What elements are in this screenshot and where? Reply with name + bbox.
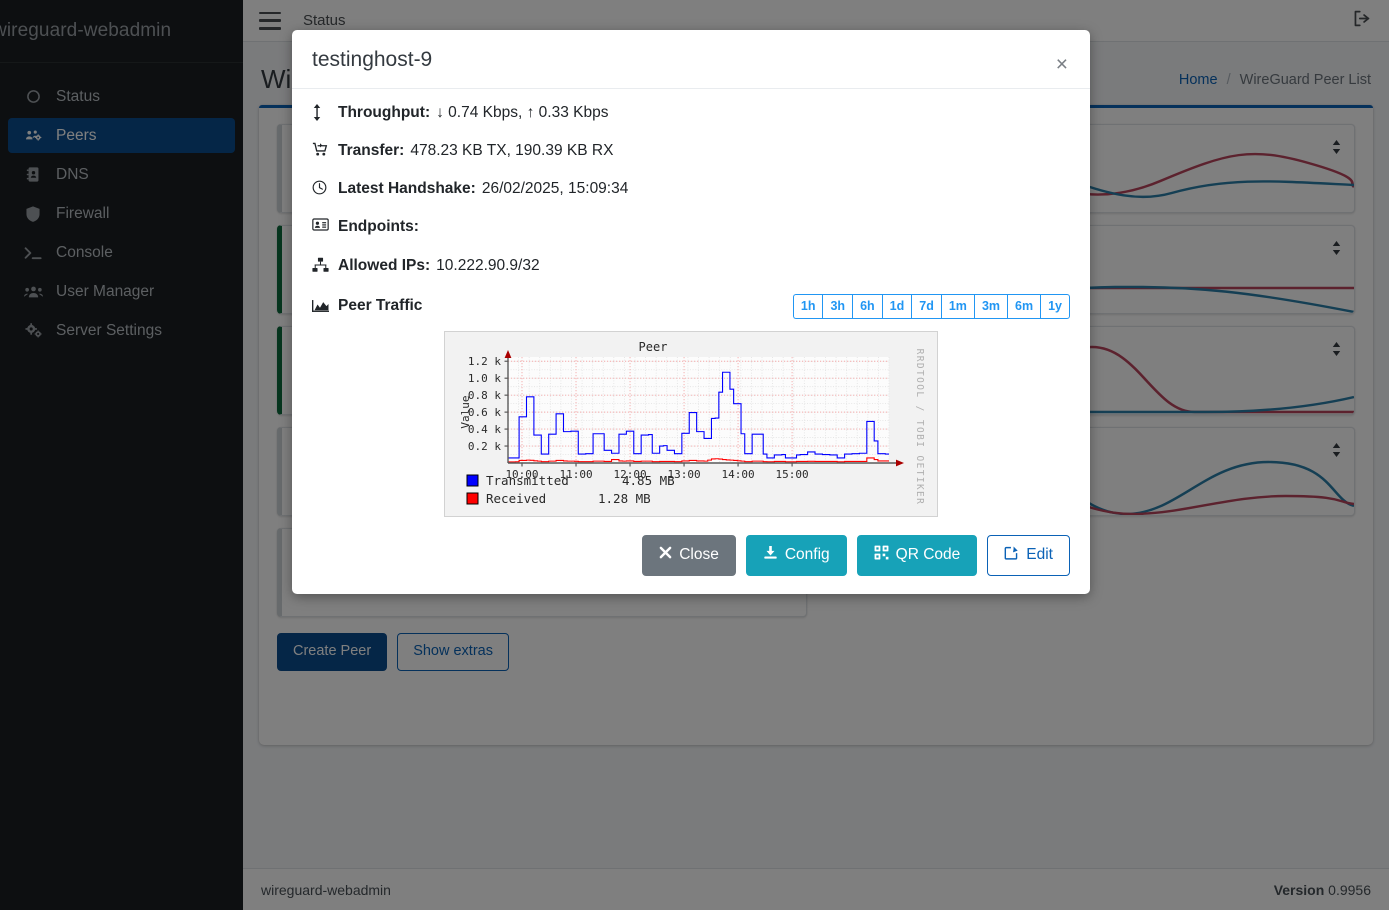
- chart-y-tick-label: 1.2 k: [468, 355, 501, 368]
- throughput-up-value: 0.33 Kbps: [538, 104, 609, 121]
- rrd-chart-svg: 0.2 k 0.4 k 0.6 k 0.8 k 1.0 k 1.2 k 10:00 11:0…: [445, 331, 937, 516]
- info-row-transfer: Transfer: 478.23 KB TX, 190.39 KB RX: [312, 141, 1070, 161]
- close-button-label: Close: [679, 546, 719, 564]
- info-row-throughput: Throughput: ↓ 0.74 Kbps, ↑ 0.33 Kbps: [312, 103, 1070, 123]
- id-card-icon: [312, 218, 332, 232]
- chart-y-tick-label: 0.6 k: [468, 406, 501, 419]
- config-button-label: Config: [784, 546, 830, 564]
- clock-icon: [312, 180, 332, 195]
- close-button[interactable]: Close: [642, 534, 736, 576]
- edit-button-label: Edit: [1026, 546, 1053, 564]
- peer-traffic-header: Peer Traffic 1h 3h 6h 1d 7d 1m 3m 6m 1y: [312, 293, 1070, 319]
- legend-label-transmitted: Transmitted: [486, 473, 569, 488]
- chart-x-tick-label: 15:00: [776, 468, 809, 481]
- chart-y-tick-label: 1.0 k: [468, 372, 501, 385]
- modal-body: Throughput: ↓ 0.74 Kbps, ↑ 0.33 Kbps Tra…: [292, 89, 1090, 521]
- chart-watermark: RRDTOOL / TOBI OETIKER: [914, 348, 925, 505]
- info-label: Throughput:: [338, 104, 431, 121]
- info-label: Latest Handshake:: [338, 180, 476, 198]
- info-value: ↓ 0.74 Kbps, ↑ 0.33 Kbps: [436, 103, 608, 123]
- config-button[interactable]: Config: [745, 534, 847, 576]
- download-arrow-icon: ↓: [436, 104, 444, 121]
- throughput-icon: [312, 104, 332, 121]
- transfer-icon: [312, 142, 332, 157]
- legend-label-received: Received: [486, 491, 546, 506]
- peer-traffic-title: Peer Traffic: [338, 297, 423, 315]
- peer-detail-modal: testinghost-9 × Throughput: ↓ 0.74 Kbps,…: [292, 30, 1090, 594]
- chart-x-tick-label: 13:00: [667, 468, 700, 481]
- legend-value-received: 1.28 MB: [598, 491, 651, 506]
- info-label: Endpoints:: [338, 218, 419, 236]
- close-icon[interactable]: ×: [1052, 50, 1072, 79]
- edit-button[interactable]: Edit: [987, 534, 1070, 576]
- chart-x-tick-label: 12:00: [613, 468, 646, 481]
- range-button-1y[interactable]: 1y: [1040, 293, 1070, 319]
- chart-x-tick-label: 14:00: [722, 468, 755, 481]
- info-label: Transfer:: [338, 142, 405, 160]
- chart-series-transmitted: [508, 371, 889, 459]
- info-row-allowed-ips: Allowed IPs: 10.222.90.9/32: [312, 256, 1070, 276]
- range-button-1h[interactable]: 1h: [792, 293, 823, 319]
- peer-traffic-graph[interactable]: 0.2 k 0.4 k 0.6 k 0.8 k 1.0 k 1.2 k 10:00 11:0…: [444, 330, 938, 517]
- modal-title: testinghost-9: [312, 48, 433, 71]
- sitemap-icon: [312, 257, 332, 273]
- legend-value-transmitted: 4.85 MB: [622, 473, 675, 488]
- info-value: 26/02/2025, 15:09:34: [481, 180, 629, 198]
- chart-x-tick-label: 10:00: [505, 468, 538, 481]
- x-icon: [659, 545, 672, 565]
- range-button-6m[interactable]: 6m: [1007, 293, 1041, 319]
- throughput-down-value: 0.74 Kbps,: [448, 104, 523, 121]
- chart-series-received: [508, 457, 889, 463]
- range-button-1m[interactable]: 1m: [940, 293, 974, 319]
- range-button-1d[interactable]: 1d: [881, 293, 912, 319]
- modal-footer: Close Config QR Code Edit: [292, 521, 1090, 594]
- info-value: 478.23 KB TX, 190.39 KB RX: [410, 142, 614, 160]
- info-value: 10.222.90.9/32: [436, 256, 540, 274]
- legend-swatch-transmitted: [466, 474, 479, 487]
- chart-y-tick-label: 0.8 k: [468, 389, 501, 402]
- qr-code-button[interactable]: QR Code: [856, 534, 978, 576]
- time-range-group: 1h 3h 6h 1d 7d 1m 3m 6m 1y: [792, 293, 1070, 319]
- qr-code-button-label: QR Code: [895, 546, 961, 564]
- chart-x-tick-label: 11:00: [559, 468, 592, 481]
- range-button-3h[interactable]: 3h: [822, 293, 853, 319]
- legend-swatch-received: [466, 492, 479, 505]
- range-button-3m[interactable]: 3m: [973, 293, 1008, 319]
- area-chart-icon: [312, 299, 332, 313]
- edit-icon: [1004, 545, 1019, 566]
- peer-traffic-title-group: Peer Traffic: [312, 297, 422, 315]
- info-row-endpoints: Endpoints:: [312, 217, 1070, 237]
- info-label: Allowed IPs:: [338, 256, 431, 274]
- qr-code-icon: [874, 545, 889, 566]
- range-button-7d[interactable]: 7d: [911, 293, 941, 319]
- modal-header: testinghost-9 ×: [292, 30, 1090, 89]
- chart-title: Peer: [639, 340, 668, 354]
- chart-y-axis-label: Value: [459, 395, 472, 428]
- chart-y-tick-label: 0.2 k: [468, 440, 501, 453]
- upload-arrow-icon: ↑: [526, 104, 535, 121]
- info-row-handshake: Latest Handshake: 26/02/2025, 15:09:34: [312, 179, 1070, 199]
- chart-y-tick-label: 0.4 k: [468, 423, 501, 436]
- download-icon: [763, 545, 778, 566]
- range-button-6h[interactable]: 6h: [852, 293, 882, 319]
